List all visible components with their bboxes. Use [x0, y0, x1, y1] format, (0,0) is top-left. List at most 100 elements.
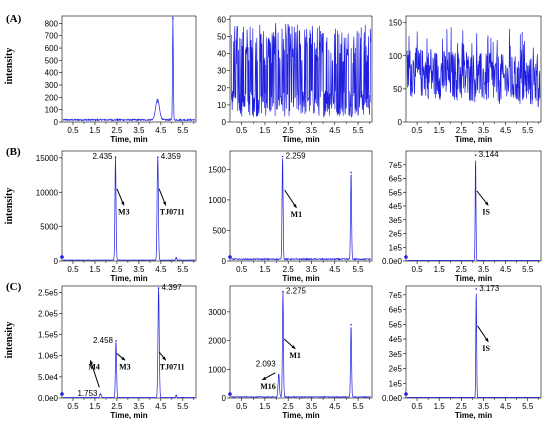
y-tick-label: 600 — [45, 44, 59, 53]
peak-apex — [156, 100, 159, 103]
compound-label: M4 — [88, 362, 100, 371]
x-tick-label: 5.5 — [352, 402, 364, 411]
chart-panel-C2: 0.5 1.5 2.5 3.5 4.5 5.5 Time, min 0 1000 2000 3000… — [208, 285, 373, 420]
y-tick-label: 0.0e0 — [382, 394, 403, 403]
x-axis-label: Time, min — [455, 274, 492, 283]
y-tick-label: 500 — [213, 226, 227, 235]
x-tick-label: 1.5 — [434, 402, 446, 411]
annotation-arrowhead — [162, 356, 166, 361]
x-tick-label: 4.5 — [155, 402, 167, 411]
x-tick-label: 0.5 — [236, 265, 248, 274]
plot-frame — [61, 150, 197, 262]
annotation-arrowhead — [162, 201, 166, 206]
chromatogram-trace — [62, 15, 196, 122]
y-tick-label: 6e5 — [389, 175, 403, 184]
x-tick-label: 1.5 — [434, 265, 446, 274]
y-tick-label: 1.5e5 — [38, 331, 59, 340]
chart-panel-C1: 0.5 1.5 2.5 3.5 4.5 5.5 Time, min 0.0e0 5.0e4 1.0… — [38, 283, 197, 420]
y-tick-label: 0 — [398, 118, 403, 127]
y-tick-label: 0 — [222, 118, 227, 127]
peak-apex — [157, 287, 160, 289]
x-tick-label: 3.5 — [478, 265, 490, 274]
x-tick-label: 1.5 — [89, 126, 101, 135]
compound-label: M1 — [289, 351, 301, 360]
y-tick-label: 0 — [222, 257, 227, 266]
x-tick-label: 1.5 — [434, 126, 446, 135]
annotation-arrow — [89, 360, 100, 388]
peak-apex — [175, 257, 177, 260]
x-tick-label: 4.5 — [500, 265, 512, 274]
annotation-arrowhead — [262, 376, 267, 380]
x-tick-label: 2.5 — [111, 402, 123, 411]
origin-marker — [404, 392, 408, 396]
x-tick-label: 4.5 — [329, 265, 341, 274]
origin-marker — [228, 392, 232, 396]
compound-label: IS — [482, 344, 490, 353]
peak-apex — [172, 17, 174, 20]
y-tick-label: 5e5 — [389, 188, 403, 197]
y-tick-label: 500 — [45, 56, 59, 65]
plot-frame — [61, 15, 197, 123]
y-tick-label: 2e5 — [389, 230, 403, 239]
x-tick-label: 3.5 — [133, 265, 145, 274]
peak-apex — [175, 394, 177, 397]
annotation-arrowhead — [484, 201, 489, 206]
y-tick-label: 1.0e5 — [38, 352, 59, 361]
x-axis-label: Time, min — [282, 411, 319, 420]
chromatogram-trace — [230, 292, 371, 398]
x-tick-label: 3.5 — [478, 402, 490, 411]
peak-time-label: 3.173 — [479, 284, 500, 293]
x-tick-label: 3.5 — [478, 126, 490, 135]
y-tick-label: 20 — [217, 84, 226, 93]
x-tick-label: 5.5 — [177, 402, 189, 411]
row-label: (B) — [6, 146, 21, 158]
peak-time-label: 2.275 — [286, 287, 307, 296]
peak-time-label: 2.435 — [92, 152, 113, 161]
peak-apex — [115, 340, 117, 342]
y-tick-label: 1500 — [208, 165, 226, 174]
chart-panel-B3: 0.5 1.5 2.5 3.5 4.5 5.5 Time, min 0.0e0 1e5 2e5 3e… — [382, 150, 542, 283]
y-tick-label: 2.0e5 — [38, 309, 59, 318]
x-axis-label: Time, min — [282, 135, 319, 144]
y-tick-label: 2000 — [208, 337, 226, 346]
y-tick-label: 400 — [45, 69, 59, 78]
x-tick-label: 5.5 — [352, 126, 364, 135]
plot-frame — [229, 150, 373, 262]
chromatogram-trace — [407, 293, 541, 399]
chromatogram-trace — [406, 160, 541, 262]
x-tick-label: 2.5 — [456, 402, 468, 411]
peak-apex — [474, 154, 477, 156]
annotation-arrowhead — [121, 201, 125, 206]
chromatogram-trace — [230, 22, 372, 119]
compound-label: M16 — [260, 382, 276, 391]
y-tick-label: 4e5 — [389, 202, 403, 211]
y-tick-label: 200 — [45, 93, 59, 102]
peak-apex — [350, 324, 352, 326]
x-tick-label: 5.5 — [177, 265, 189, 274]
plot-frame — [229, 285, 373, 399]
y-tick-label: 50 — [217, 33, 226, 42]
x-tick-label: 0.5 — [412, 402, 424, 411]
x-tick-label: 3.5 — [133, 402, 145, 411]
y-tick-label: 3e5 — [389, 216, 403, 225]
chromatogram-trace — [63, 288, 195, 399]
origin-marker — [404, 255, 408, 259]
x-tick-label: 1.5 — [89, 265, 101, 274]
y-tick-label: 30 — [217, 67, 226, 76]
annotation-arrowhead — [484, 337, 489, 342]
y-tick-label: 4e5 — [389, 335, 403, 344]
x-axis-label: Time, min — [110, 411, 147, 420]
y-tick-label: 40 — [217, 50, 226, 59]
x-tick-label: 5.5 — [177, 126, 189, 135]
y-tick-label: 10000 — [36, 188, 59, 197]
plot-grid: (A) intensity (B) intensity (C) intensity 0.5 1… — [4, 13, 542, 420]
annotation-arrowhead — [293, 204, 297, 208]
x-tick-label: 4.5 — [329, 126, 341, 135]
y-tick-label: 800 — [45, 19, 59, 28]
peak-time-label: 2.458 — [93, 336, 114, 345]
annotation-arrowhead — [291, 345, 296, 349]
origin-marker — [60, 255, 64, 259]
peak-time-label: 4.397 — [162, 283, 183, 292]
y-tick-label: 0.0e0 — [38, 394, 59, 403]
chart-panel-B1: 0.5 1.5 2.5 3.5 4.5 5.5 Time, min 0 5000 10000 150… — [36, 150, 197, 283]
